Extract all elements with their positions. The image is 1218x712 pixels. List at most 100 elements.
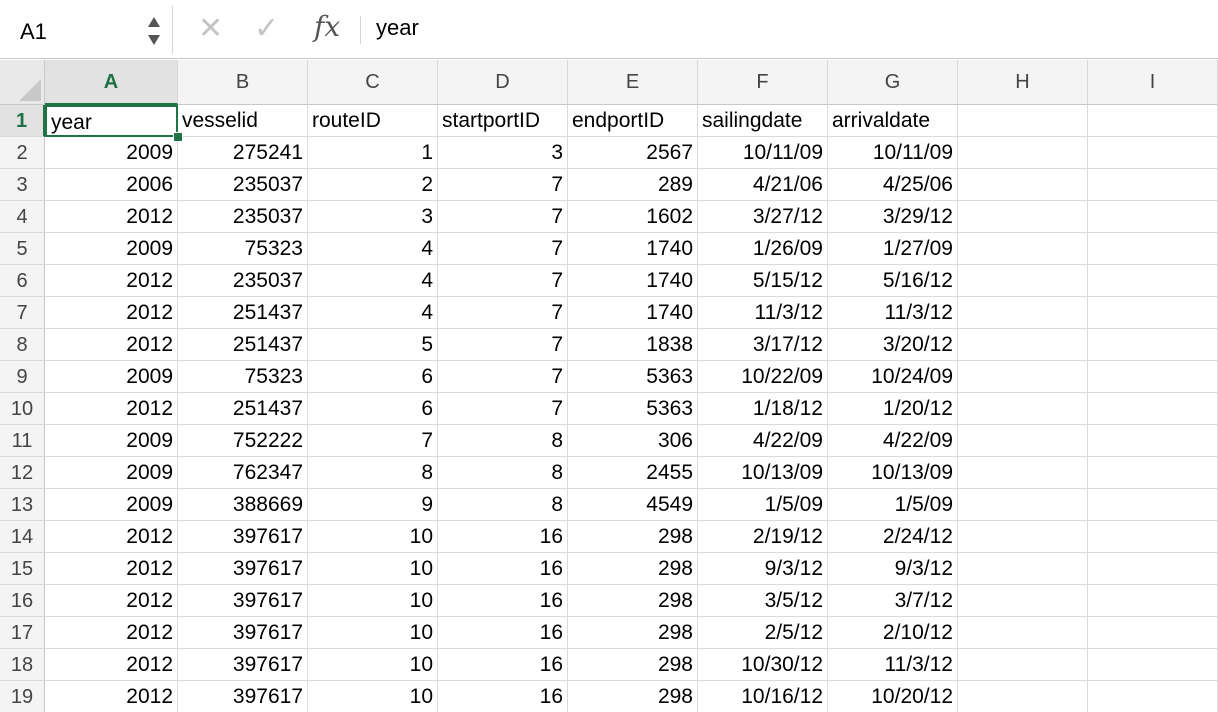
table-cell[interactable]: 7 [438,169,568,201]
table-cell[interactable]: 251437 [178,297,308,329]
table-cell[interactable] [1088,681,1218,712]
select-all-button[interactable] [0,60,45,105]
table-cell[interactable]: 10/13/09 [828,457,958,489]
table-cell[interactable]: 75323 [178,233,308,265]
table-cell[interactable]: 1/18/12 [698,393,828,425]
table-cell[interactable]: 4 [308,265,438,297]
table-cell[interactable]: 10/22/09 [698,361,828,393]
table-cell[interactable] [958,201,1088,233]
table-cell[interactable] [1088,265,1218,297]
table-cell[interactable]: 3/17/12 [698,329,828,361]
table-cell[interactable]: 2/5/12 [698,617,828,649]
row-header[interactable]: 3 [0,169,45,201]
table-cell[interactable]: 2012 [45,585,178,617]
table-cell[interactable]: 235037 [178,265,308,297]
row-header[interactable]: 11 [0,425,45,457]
table-cell[interactable]: 16 [438,521,568,553]
table-cell[interactable]: 397617 [178,585,308,617]
table-cell[interactable]: 2009 [45,137,178,169]
table-cell[interactable] [958,393,1088,425]
table-cell[interactable]: 10 [308,553,438,585]
table-cell[interactable]: 8 [438,425,568,457]
row-header[interactable]: 14 [0,521,45,553]
table-cell[interactable]: 7 [438,361,568,393]
row-header[interactable]: 8 [0,329,45,361]
row-header[interactable]: 7 [0,297,45,329]
table-cell[interactable]: 2009 [45,457,178,489]
table-cell[interactable] [958,585,1088,617]
table-cell[interactable]: 2/24/12 [828,521,958,553]
table-cell[interactable]: 5363 [568,361,698,393]
table-cell[interactable]: 1/5/09 [698,489,828,521]
table-cell[interactable]: 4/21/06 [698,169,828,201]
table-cell[interactable]: 251437 [178,393,308,425]
table-cell[interactable]: 251437 [178,329,308,361]
table-cell[interactable] [1088,169,1218,201]
fill-handle[interactable] [173,132,183,142]
table-cell[interactable] [958,553,1088,585]
table-cell[interactable]: 10/20/12 [828,681,958,712]
table-cell[interactable]: 8 [438,489,568,521]
chevron-down-icon[interactable] [148,35,160,45]
table-cell[interactable] [1088,201,1218,233]
column-header-C[interactable]: C [308,60,438,105]
table-cell[interactable]: 1740 [568,297,698,329]
table-cell[interactable]: 7 [438,393,568,425]
table-cell[interactable] [958,425,1088,457]
table-cell[interactable]: 3/5/12 [698,585,828,617]
table-cell[interactable]: 762347 [178,457,308,489]
table-cell[interactable]: 388669 [178,489,308,521]
table-cell[interactable]: 1740 [568,233,698,265]
table-cell[interactable]: 10 [308,681,438,712]
table-cell[interactable]: 4/22/09 [828,425,958,457]
row-header[interactable]: 18 [0,649,45,681]
table-cell[interactable]: 3/29/12 [828,201,958,233]
table-cell[interactable]: routeID [308,105,438,137]
table-cell[interactable]: 7 [438,265,568,297]
table-cell[interactable]: 1740 [568,265,698,297]
table-cell[interactable]: 7 [438,201,568,233]
row-header[interactable]: 15 [0,553,45,585]
table-cell[interactable]: 10/11/09 [698,137,828,169]
table-cell[interactable]: 11/3/12 [698,297,828,329]
column-header-I[interactable]: I [1088,60,1218,105]
table-cell[interactable]: 1/26/09 [698,233,828,265]
column-header-D[interactable]: D [438,60,568,105]
name-box[interactable]: A1 [6,9,170,55]
table-cell[interactable]: 2/10/12 [828,617,958,649]
table-cell[interactable] [958,649,1088,681]
row-header[interactable]: 5 [0,233,45,265]
table-cell[interactable]: 1602 [568,201,698,233]
table-cell[interactable]: 3/27/12 [698,201,828,233]
table-cell[interactable] [958,617,1088,649]
table-cell[interactable]: startportID [438,105,568,137]
column-header-H[interactable]: H [958,60,1088,105]
table-cell[interactable]: 6 [308,393,438,425]
table-cell[interactable]: 397617 [178,617,308,649]
row-header[interactable]: 4 [0,201,45,233]
table-cell[interactable]: 397617 [178,521,308,553]
table-cell[interactable] [1088,329,1218,361]
row-header[interactable]: 1 [0,105,45,137]
table-cell[interactable]: 11/3/12 [828,297,958,329]
table-cell[interactable]: 1/27/09 [828,233,958,265]
formula-input[interactable]: year [376,15,419,40]
table-cell[interactable]: 7 [438,329,568,361]
column-header-E[interactable]: E [568,60,698,105]
table-cell[interactable]: sailingdate [698,105,828,137]
table-cell[interactable]: 10/11/09 [828,137,958,169]
table-cell[interactable]: 4549 [568,489,698,521]
table-cell[interactable]: 10 [308,585,438,617]
table-cell[interactable]: 235037 [178,169,308,201]
column-header-A[interactable]: A [45,60,178,105]
row-header[interactable]: 16 [0,585,45,617]
table-cell[interactable]: 2 [308,169,438,201]
table-cell[interactable]: 1838 [568,329,698,361]
spreadsheet-grid[interactable]: A B C D E F G H I 1 year vesselid routeID startportID… [0,60,1218,712]
table-cell[interactable] [958,233,1088,265]
table-cell[interactable]: 3 [308,201,438,233]
table-cell[interactable]: 2009 [45,489,178,521]
table-cell[interactable]: 16 [438,649,568,681]
table-cell[interactable]: arrivaldate [828,105,958,137]
table-cell[interactable] [1088,617,1218,649]
